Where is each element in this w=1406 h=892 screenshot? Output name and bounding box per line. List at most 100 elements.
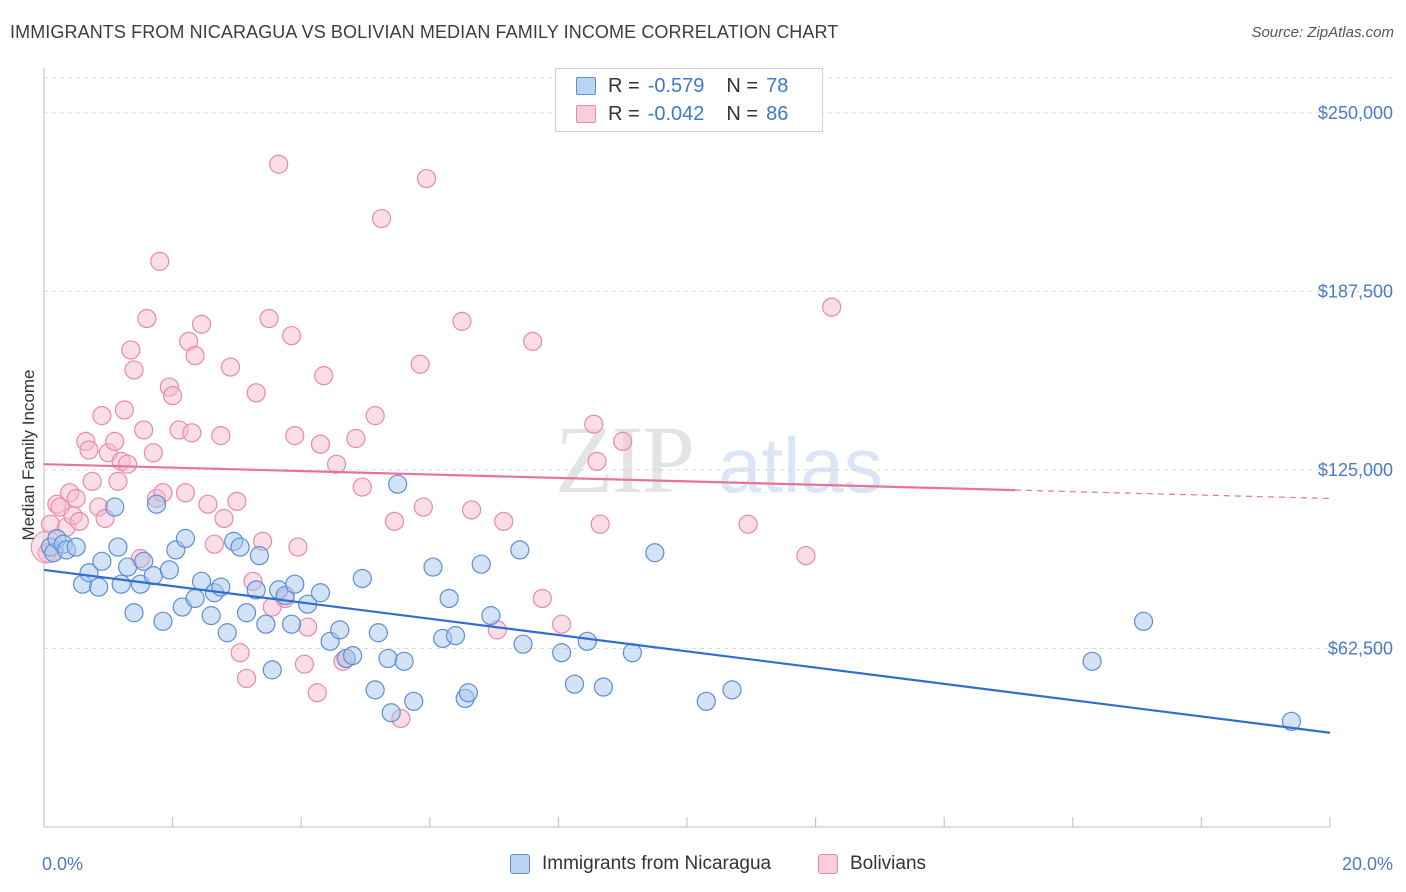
nicaragua-point bbox=[89, 577, 109, 597]
bolivians-point bbox=[117, 454, 138, 474]
bolivians-point bbox=[371, 208, 392, 229]
bolivians-point bbox=[416, 168, 437, 189]
bolivians-point bbox=[352, 477, 372, 497]
nicaragua-point bbox=[108, 537, 128, 557]
nicaragua-point bbox=[445, 626, 466, 646]
y-tick-label: $187,500 bbox=[1318, 281, 1393, 301]
nicaragua-point bbox=[622, 643, 642, 663]
nicaragua-point bbox=[256, 614, 276, 634]
bolivians-point bbox=[230, 643, 250, 663]
nicaragua-point bbox=[645, 543, 665, 563]
bolivians-point bbox=[294, 654, 315, 674]
bolivians-point bbox=[198, 494, 218, 514]
bolivians-point bbox=[413, 497, 433, 517]
nicaragua-point bbox=[381, 703, 401, 723]
bolivians-point bbox=[137, 308, 157, 329]
bolivians-point bbox=[410, 354, 430, 374]
gridlines bbox=[44, 77, 1395, 649]
bolivians-point bbox=[326, 454, 347, 474]
nicaragua-point bbox=[368, 623, 388, 643]
nicaragua-point bbox=[249, 546, 270, 566]
bolivians-point bbox=[523, 331, 543, 351]
x-tick-label: 0.0% bbox=[42, 854, 83, 874]
bottom-legend-label-pink: Bolivians bbox=[850, 853, 927, 874]
nicaragua-point bbox=[230, 537, 250, 557]
bolivians-point bbox=[584, 414, 604, 434]
bolivians-point bbox=[66, 488, 86, 509]
nicaragua-point bbox=[246, 580, 266, 600]
bolivians-point bbox=[738, 514, 758, 534]
nicaragua-point bbox=[217, 623, 237, 643]
bolivians-point bbox=[182, 423, 202, 443]
bolivians-point bbox=[285, 426, 305, 446]
source-credit: Source: ZipAtlas.com bbox=[1251, 24, 1394, 41]
bolivians-point bbox=[124, 360, 144, 380]
bolivians-point bbox=[461, 500, 482, 520]
nicaragua-point bbox=[564, 674, 585, 694]
bolivians-point bbox=[552, 614, 572, 634]
bolivians-point bbox=[143, 443, 163, 463]
bottom-legend-bolivians: Bolivians bbox=[818, 850, 926, 878]
nicaragua-point bbox=[66, 537, 86, 557]
nicaragua-point bbox=[310, 583, 331, 603]
bolivians-point bbox=[587, 451, 607, 471]
bolivians-point bbox=[163, 386, 183, 406]
bolivians-point bbox=[191, 314, 212, 334]
bolivians-point bbox=[298, 617, 318, 637]
nicaragua-point bbox=[1281, 711, 1302, 731]
correlation-legend: R = -0.579 N = 78 R = -0.042 N = 86 bbox=[555, 68, 823, 132]
nicaragua-point bbox=[236, 603, 257, 623]
nicaragua-point bbox=[201, 606, 221, 626]
trend-lines bbox=[43, 463, 1331, 734]
bolivians-point bbox=[108, 471, 128, 491]
nicaragua-point bbox=[365, 680, 385, 700]
bolivians-point bbox=[150, 251, 170, 271]
nicaragua-point bbox=[593, 677, 614, 697]
bolivians-point bbox=[214, 508, 234, 529]
legend-n-label: N = bbox=[726, 74, 759, 97]
nicaragua-point bbox=[262, 660, 282, 680]
nicaragua-point bbox=[394, 651, 414, 671]
nicaragua-point bbox=[510, 540, 530, 560]
bolivians-point bbox=[211, 426, 231, 446]
bolivians-point bbox=[121, 340, 141, 360]
nicaragua-point bbox=[105, 497, 125, 517]
nicaragua-point bbox=[153, 611, 173, 631]
legend-r-label: R = bbox=[608, 102, 640, 125]
bolivians-point bbox=[365, 406, 385, 426]
nicaragua-point bbox=[471, 554, 491, 574]
legend-r-value: -0.579 bbox=[647, 74, 705, 97]
bolivians-point bbox=[92, 406, 112, 426]
nicaragua-point bbox=[722, 680, 742, 700]
nicaragua-point bbox=[185, 588, 205, 609]
bolivians-point bbox=[134, 420, 154, 440]
nicaragua-point bbox=[458, 683, 478, 703]
watermark: ZIP atlas bbox=[555, 406, 883, 513]
bottom-legend-nicaragua: Immigrants from Nicaragua bbox=[510, 850, 771, 878]
nicaragua-trend-line bbox=[43, 568, 1331, 734]
nicaragua-point bbox=[513, 634, 533, 654]
bolivians-point bbox=[227, 491, 247, 511]
legend-n-value: 86 bbox=[766, 102, 789, 125]
nicaragua-point bbox=[577, 631, 597, 651]
y-tick-label: $250,000 bbox=[1318, 103, 1393, 123]
nicaragua-point bbox=[696, 691, 716, 711]
bolivians-point bbox=[452, 311, 472, 331]
tick-labels: $62,500 $125,000 $187,500 $250,000 0.0% 20.0% bbox=[42, 103, 1393, 874]
bolivians-point bbox=[79, 440, 99, 460]
y-tick-label: $62,500 bbox=[1328, 638, 1393, 658]
x-tick-label: 20.0% bbox=[1342, 854, 1393, 874]
bolivians-point bbox=[114, 400, 134, 420]
legend-r-value: -0.042 bbox=[647, 102, 705, 125]
nicaragua-point bbox=[388, 474, 408, 494]
legend-swatch-blue bbox=[576, 77, 596, 95]
nicaragua-point bbox=[285, 574, 305, 594]
bolivians-point bbox=[246, 383, 266, 403]
bottom-legend-swatch-blue bbox=[510, 854, 530, 874]
nicaragua-point bbox=[404, 691, 424, 711]
nicaragua-point bbox=[92, 551, 112, 571]
bolivians-point bbox=[494, 511, 514, 531]
bolivians-point bbox=[590, 514, 610, 534]
bolivians-point bbox=[281, 326, 302, 346]
